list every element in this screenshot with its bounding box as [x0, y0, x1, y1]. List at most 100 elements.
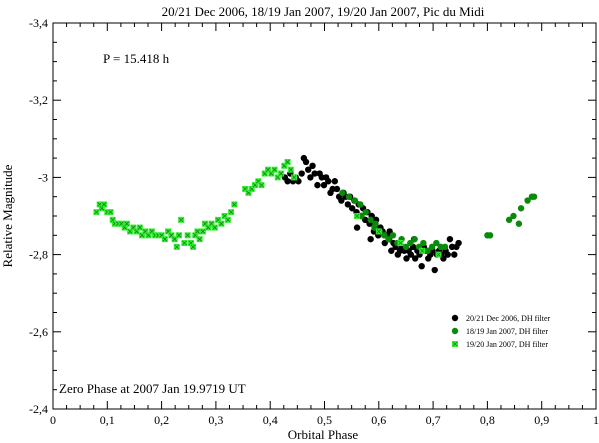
data-point: [331, 178, 339, 185]
data-point: [338, 197, 345, 204]
data-point: [419, 247, 426, 254]
legend-label: 19/20 Jan 2007, DH filter: [466, 340, 548, 349]
data-point: [367, 216, 374, 224]
data-point: [407, 251, 415, 258]
x-tick-label: 0: [50, 413, 56, 427]
data-point: [353, 224, 361, 231]
x-tick-label: 0,4: [263, 413, 278, 427]
y-tick-label: -3,2: [29, 93, 48, 107]
data-point: [107, 209, 114, 216]
data-point: [278, 170, 285, 177]
x-tick-label: 0,9: [534, 413, 549, 427]
data-point: [444, 251, 451, 258]
y-tick-label: -2,6: [29, 325, 48, 339]
data-point: [320, 181, 328, 189]
data-point: [333, 185, 341, 193]
data-point: [397, 240, 404, 247]
data-point: [228, 209, 235, 216]
data-point: [271, 166, 278, 173]
data-point: [389, 232, 397, 239]
data-point: [302, 158, 310, 166]
chart-title: 20/21 Dec 2006, 18/19 Jan 2007, 19/20 Ja…: [162, 4, 485, 19]
data-point: [362, 208, 369, 216]
data-point: [435, 251, 442, 258]
data-point: [424, 247, 431, 254]
data-point: [136, 224, 143, 231]
data-point: [190, 243, 197, 250]
data-point: [411, 235, 418, 243]
data-point: [440, 255, 447, 262]
data-point: [515, 220, 523, 227]
data-point: [178, 216, 185, 223]
data-point: [455, 239, 462, 247]
data-point: [171, 236, 178, 243]
data-point: [367, 235, 374, 243]
legend-label: 20/21 Dec 2006, DH filter: [466, 314, 551, 323]
data-point: [446, 235, 454, 243]
data-point: [357, 201, 364, 208]
x-tick-label: 0,8: [480, 413, 495, 427]
y-tick-label: -2,4: [29, 402, 48, 416]
data-point: [339, 189, 346, 197]
data-point: [420, 239, 427, 247]
data-point: [388, 247, 395, 254]
x-axis-label: Orbital Phase: [288, 427, 359, 442]
data-point: [314, 181, 321, 189]
data-point: [231, 201, 238, 208]
data-point: [161, 236, 168, 243]
x-tick-label: 0,5: [317, 413, 332, 427]
y-tick-label: -2,8: [29, 248, 48, 262]
data-point: [307, 174, 314, 181]
data-point: [428, 243, 436, 251]
data-point: [298, 170, 305, 177]
data-point: [505, 216, 513, 224]
y-tick-label: -3,4: [29, 16, 48, 30]
data-point: [224, 216, 231, 223]
data-point: [486, 232, 494, 239]
data-point: [441, 243, 449, 251]
data-point: [402, 243, 410, 251]
data-point: [431, 266, 438, 274]
data-point: [258, 182, 265, 189]
data-point: [184, 232, 191, 239]
data-points: [93, 154, 538, 274]
data-point: [345, 193, 353, 200]
data-point: [101, 201, 108, 208]
data-point: [411, 255, 419, 262]
data-point: [418, 262, 425, 270]
data-point: [351, 197, 359, 204]
data-point: [530, 193, 538, 200]
data-point: [305, 166, 312, 173]
data-point: [173, 243, 180, 250]
x-tick-label: 0,2: [154, 413, 169, 427]
data-point: [284, 158, 291, 165]
data-point: [433, 239, 440, 247]
zero-phase-annotation: Zero Phase at 2007 Jan 19.9719 UT: [59, 381, 246, 396]
legend-label: 18/19 Jan 2007, DH filter: [466, 327, 548, 336]
data-point: [196, 236, 203, 243]
data-point: [524, 197, 531, 204]
data-point: [211, 224, 218, 231]
data-point: [93, 209, 100, 216]
data-point: [325, 178, 332, 185]
data-point: [407, 239, 414, 247]
data-point: [123, 220, 130, 227]
data-point: [385, 235, 392, 243]
series-3: [93, 158, 442, 258]
data-point: [510, 212, 517, 220]
series-2: [339, 189, 538, 254]
data-point: [287, 166, 294, 173]
x-tick-label: 0,1: [100, 413, 115, 427]
legend-marker: [451, 327, 459, 335]
period-annotation: P = 15.418 h: [103, 51, 170, 66]
data-point: [194, 228, 201, 235]
legend-marker: [452, 341, 458, 347]
y-axis-label: Relative Magnitude: [0, 164, 15, 267]
data-point: [199, 228, 206, 235]
data-point: [218, 220, 225, 227]
data-point: [451, 251, 458, 258]
x-tick-label: 0,6: [371, 413, 386, 427]
data-point: [284, 178, 291, 185]
data-point: [403, 255, 410, 262]
x-tick-label: 0,7: [426, 413, 441, 427]
